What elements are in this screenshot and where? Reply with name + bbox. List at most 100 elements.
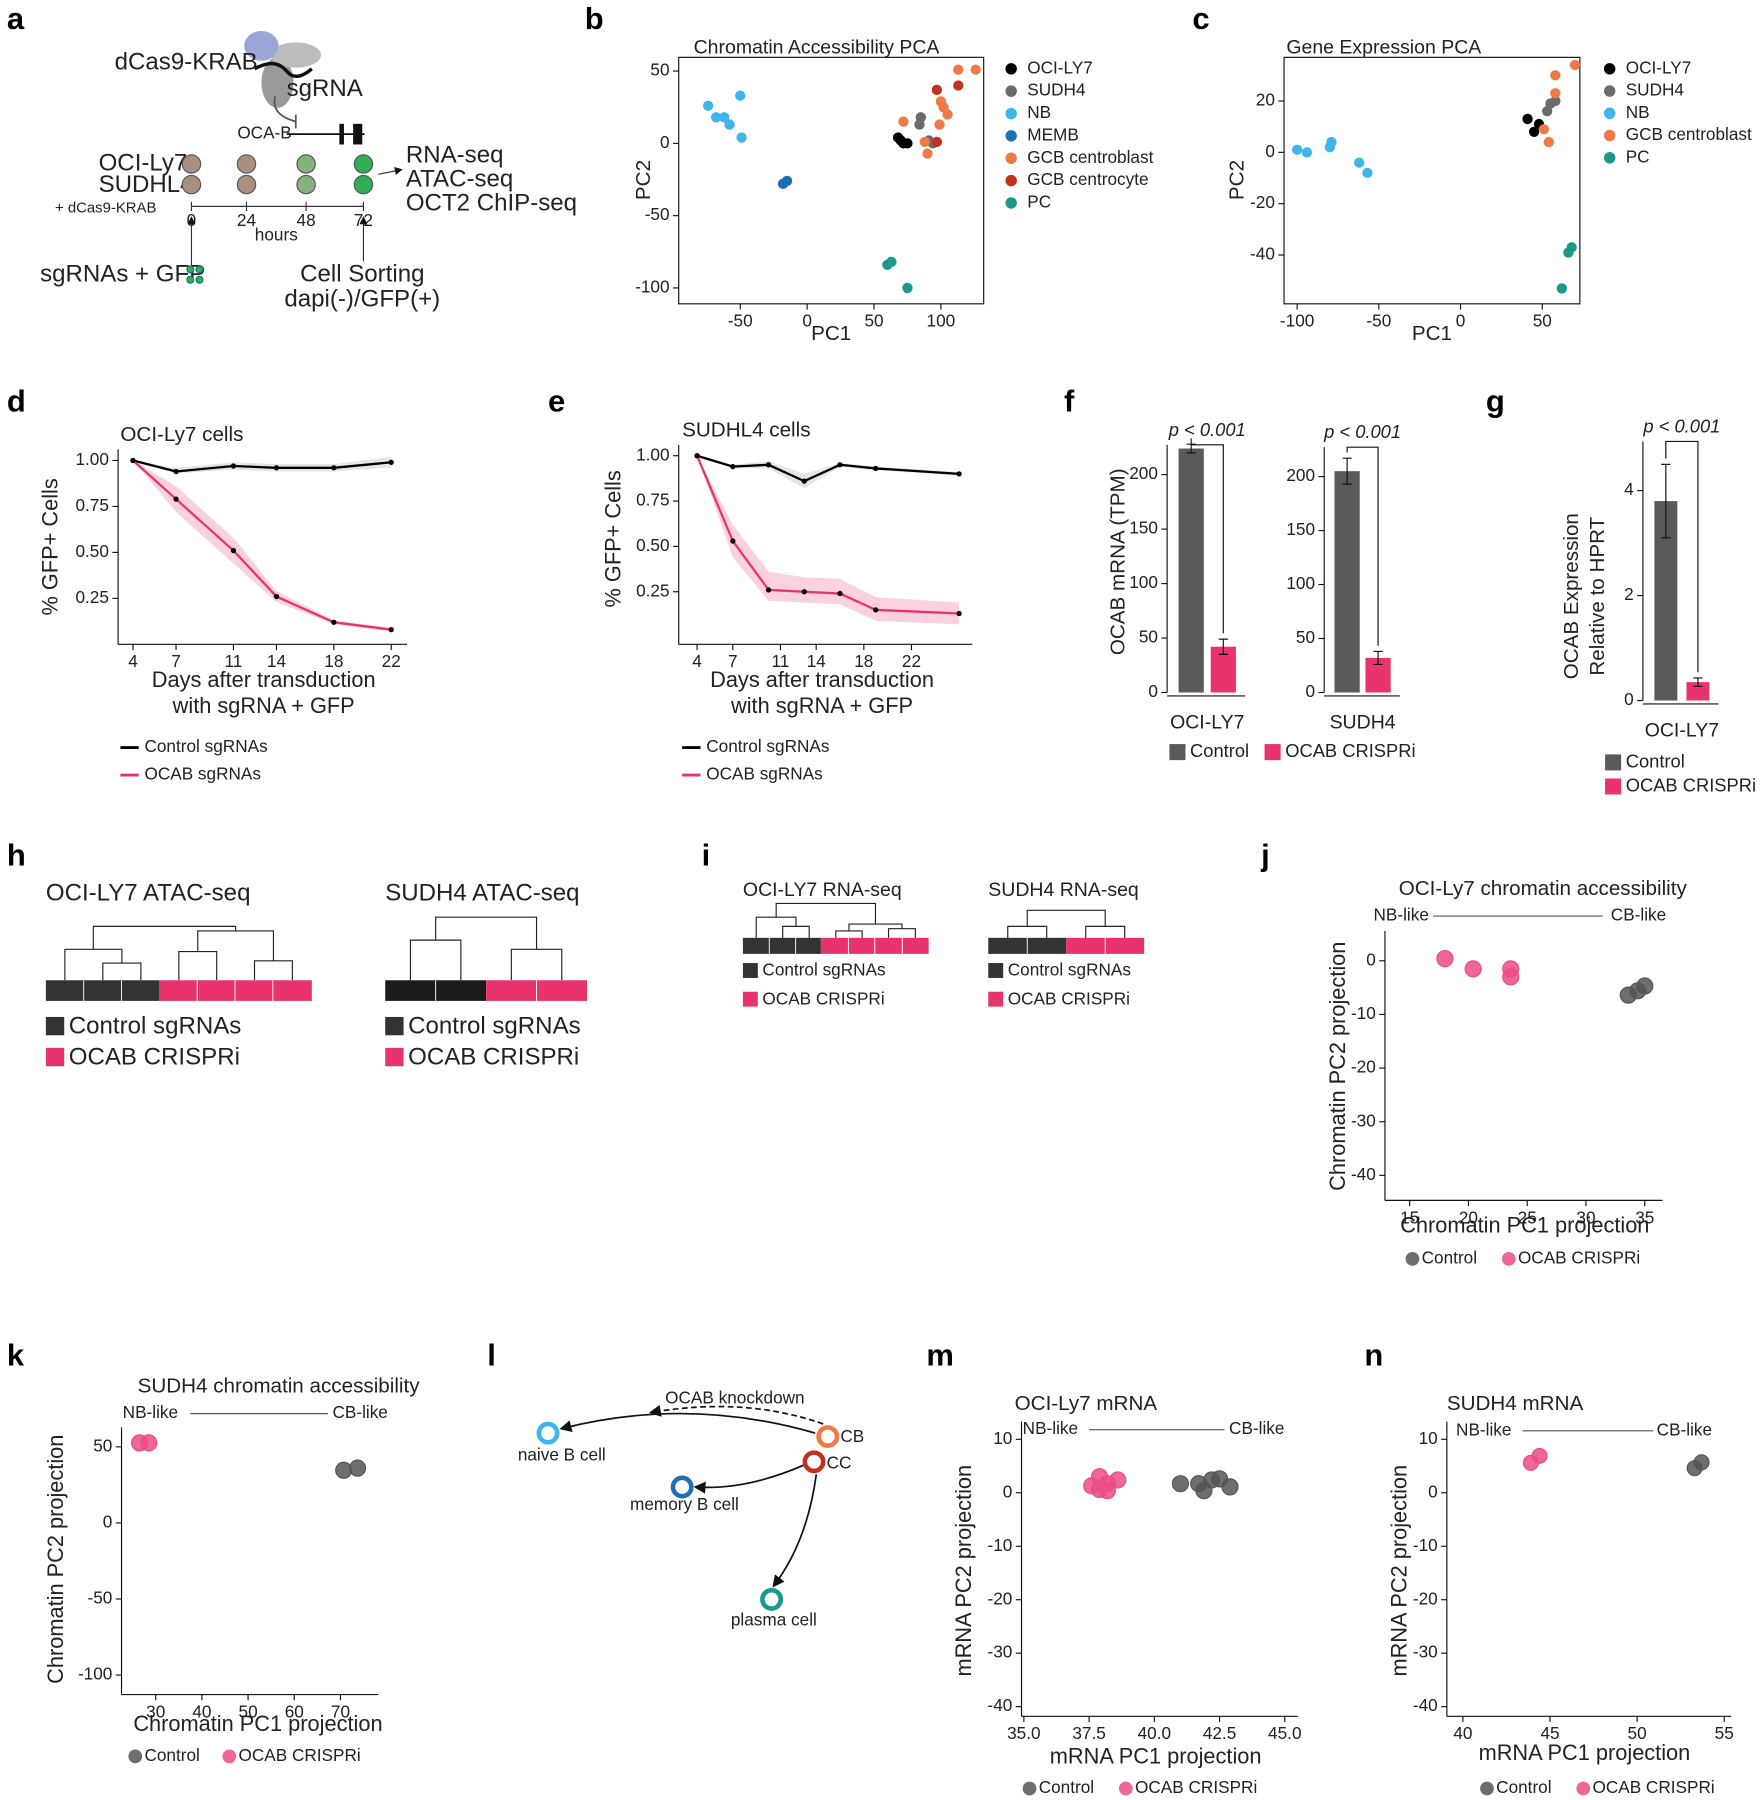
point bbox=[1195, 1482, 1213, 1500]
significance-bracket bbox=[1346, 446, 1379, 646]
point bbox=[273, 465, 280, 471]
y-tick-label: -10 bbox=[1413, 1535, 1438, 1555]
y-tick-label: 0.50 bbox=[636, 535, 669, 555]
x-axis-label: Chromatin PC1 projection bbox=[1400, 1212, 1649, 1237]
legend-label: Control bbox=[1422, 1247, 1477, 1267]
legend-marker bbox=[1005, 152, 1017, 164]
arrow bbox=[378, 167, 403, 175]
arrow bbox=[693, 1464, 805, 1494]
y-tick-label: 200 bbox=[1129, 463, 1158, 483]
x-tick-label: 60 bbox=[285, 1701, 304, 1721]
group-strip bbox=[742, 937, 821, 954]
node-label: CC bbox=[827, 1453, 852, 1473]
panel-letter: j bbox=[1260, 838, 1270, 873]
x-tick-label: 70 bbox=[331, 1701, 350, 1721]
y-axis-label: mRNA PC2 projection bbox=[951, 1465, 976, 1677]
y-tick-label: -100 bbox=[635, 276, 669, 296]
annotation: CB-like bbox=[332, 1402, 387, 1422]
legend-marker bbox=[1405, 1251, 1420, 1266]
x-tick-label: 35.0 bbox=[1007, 1723, 1040, 1743]
legend-label: Control sgRNAs bbox=[762, 960, 885, 980]
cell-node bbox=[816, 1425, 840, 1449]
y-axis-label: % GFP+ Cells bbox=[37, 478, 62, 615]
annotation: NB-like bbox=[123, 1402, 178, 1422]
arrow bbox=[559, 1412, 816, 1434]
point bbox=[173, 496, 179, 502]
legend-label: GCB centrocyte bbox=[1027, 169, 1148, 189]
x-tick-label: 40 bbox=[1453, 1723, 1472, 1743]
legend-swatch bbox=[988, 963, 1004, 978]
x-tick-label: 55 bbox=[1715, 1723, 1734, 1743]
legend-swatch bbox=[45, 1047, 65, 1067]
arrow-dashed bbox=[648, 1404, 824, 1425]
point bbox=[1221, 1478, 1239, 1496]
y-tick-label: -20 bbox=[1351, 1057, 1376, 1077]
legend-label: OCAB CRISPRi bbox=[762, 988, 884, 1008]
label: RNA-seq bbox=[406, 141, 504, 168]
point bbox=[1464, 960, 1482, 978]
node-label: naive B cell bbox=[518, 1445, 606, 1465]
chart-title: Gene Expression PCA bbox=[1286, 36, 1481, 58]
point bbox=[922, 148, 933, 159]
legend-label: Control sgRNAs bbox=[69, 1013, 242, 1040]
point bbox=[919, 136, 930, 148]
annotation: NB-like bbox=[1373, 905, 1428, 925]
y-tick-label: 0 bbox=[1366, 949, 1376, 969]
y-tick-label: -20 bbox=[1413, 1588, 1438, 1608]
legend-label: NB bbox=[1027, 102, 1051, 122]
tree bbox=[409, 916, 563, 981]
point bbox=[1362, 167, 1373, 179]
dendrogram-title: OCI-LY7 RNA-seq bbox=[743, 879, 902, 901]
timepoint-dot bbox=[296, 174, 316, 195]
x-tick-label: 18 bbox=[324, 651, 343, 671]
point bbox=[801, 478, 807, 484]
y-tick-label: 50 bbox=[1139, 627, 1158, 647]
x-tick-label: 7 bbox=[171, 651, 181, 671]
significance-bracket bbox=[1190, 438, 1224, 634]
dendrogram-title: OCI-LY7 ATAC-seq bbox=[46, 880, 251, 907]
y-tick-label: 150 bbox=[1129, 518, 1158, 538]
x-axis-label: mRNA PC1 projection bbox=[1050, 1743, 1262, 1768]
y-tick-label: -20 bbox=[1250, 192, 1275, 212]
legend-label: OCAB CRISPRi bbox=[238, 1745, 360, 1765]
legend-label: OCAB CRISPRi bbox=[1626, 774, 1756, 795]
panel-letter: i bbox=[702, 838, 711, 873]
point bbox=[1538, 124, 1550, 135]
legend-marker bbox=[1005, 130, 1017, 142]
legend-marker bbox=[1603, 85, 1616, 97]
point bbox=[140, 1434, 158, 1452]
legend-label: Control bbox=[1626, 750, 1685, 771]
legend-label: Control bbox=[1496, 1777, 1551, 1797]
timepoint-dot bbox=[296, 154, 316, 174]
annotation: CB-like bbox=[1229, 1418, 1284, 1438]
point bbox=[1563, 247, 1574, 258]
x-tick-label: SUDH4 bbox=[1330, 712, 1396, 734]
panel-letter: a bbox=[7, 1, 25, 36]
point bbox=[230, 547, 237, 554]
x-tick-label: 40.0 bbox=[1138, 1723, 1171, 1743]
point bbox=[873, 607, 879, 613]
legend-marker bbox=[1603, 63, 1616, 75]
legend-label: OCAB CRISPRi bbox=[1518, 1247, 1640, 1267]
point bbox=[730, 538, 736, 544]
dendrogram-title: SUDH4 RNA-seq bbox=[988, 879, 1139, 901]
legend-label: OCAB CRISPRi bbox=[69, 1044, 240, 1071]
y-axis-label: OCAB mRNA (TPM) bbox=[1106, 468, 1129, 655]
y-axis-label: Chromatin PC2 projection bbox=[1325, 942, 1350, 1191]
legend-label: OCI-LY7 bbox=[1027, 57, 1093, 77]
point bbox=[724, 119, 735, 130]
legend-label: GCB centroblast bbox=[1027, 147, 1153, 167]
timepoint-dot bbox=[236, 174, 257, 195]
group-strip bbox=[45, 980, 160, 1001]
point bbox=[934, 119, 945, 130]
y-tick-label: -30 bbox=[988, 1642, 1013, 1662]
point bbox=[1531, 1447, 1548, 1464]
y-tick-label: 100 bbox=[1129, 572, 1158, 592]
point bbox=[765, 587, 772, 593]
label: dCas9-KRAB bbox=[115, 48, 258, 75]
x-tick-label: 14 bbox=[807, 651, 827, 671]
legend-label: OCAB CRISPRi bbox=[1592, 1777, 1714, 1797]
x-tick-label: 7 bbox=[728, 651, 738, 671]
exon bbox=[353, 123, 363, 145]
point bbox=[1326, 136, 1337, 148]
